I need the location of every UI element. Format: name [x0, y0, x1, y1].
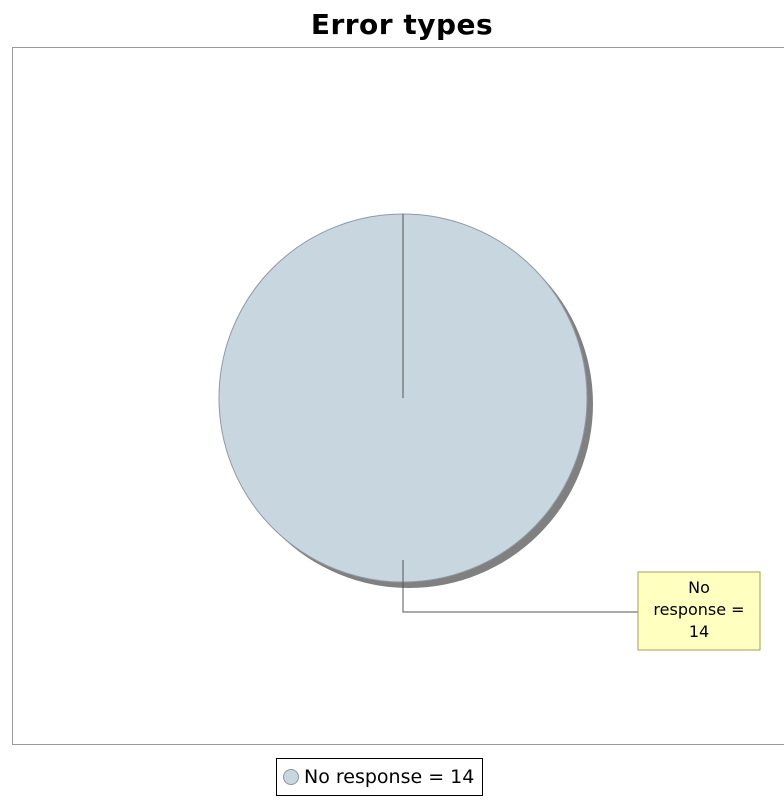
data-label-text: No — [688, 578, 710, 597]
legend-swatch-icon — [283, 769, 299, 785]
legend-label: No response = 14 — [304, 766, 475, 788]
data-label-text: 14 — [689, 622, 709, 641]
data-label-text: response = — [653, 600, 744, 619]
data-label-box — [637, 571, 761, 651]
label-leader-line — [402, 560, 638, 613]
chart-title: Error types — [310, 8, 494, 41]
legend: No response = 14 — [276, 758, 484, 796]
